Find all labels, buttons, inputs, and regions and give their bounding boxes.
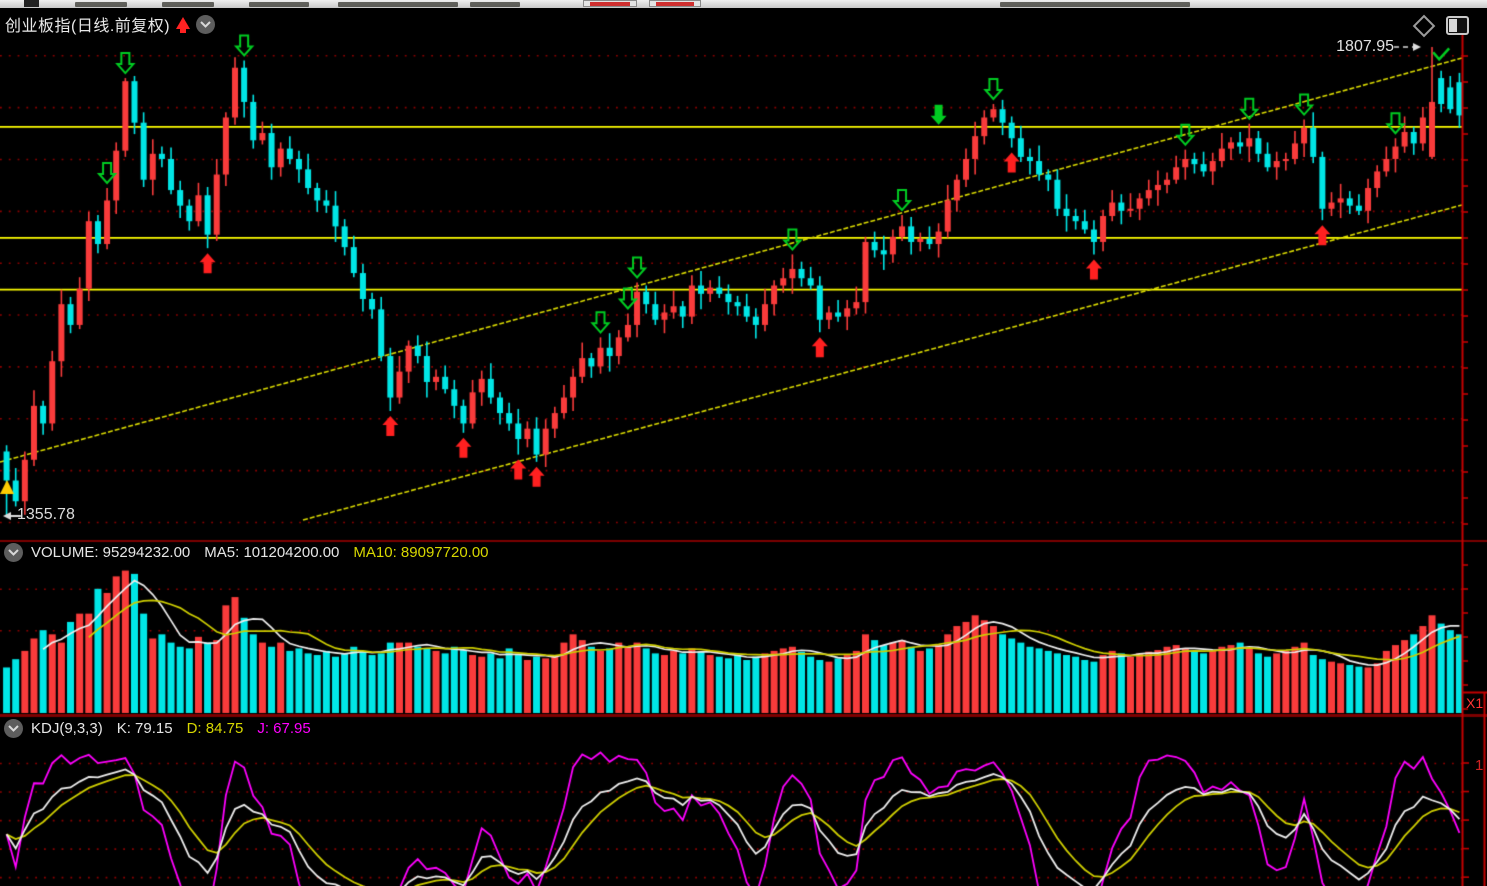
- menu-item-clipped[interactable]: [338, 2, 458, 7]
- diamond-tool-icon[interactable]: [1412, 14, 1436, 37]
- menu-alert-button[interactable]: [583, 0, 637, 7]
- menu-item-clipped[interactable]: [162, 2, 214, 7]
- volume-axis-unit-label: X1: [1466, 695, 1484, 711]
- low-price-label: 1355.78: [17, 506, 75, 523]
- menu-item-clipped[interactable]: [249, 2, 309, 7]
- menu-item-clipped[interactable]: [470, 2, 520, 7]
- chevron-down-icon: [8, 549, 19, 556]
- chart-title: 创业板指(日线.前复权): [5, 18, 171, 35]
- kdj-d-value: D: 84.75: [186, 720, 244, 737]
- app-logo-icon: [24, 0, 39, 7]
- volume-value: VOLUME: 95294232.00: [31, 544, 191, 561]
- menu-item-clipped[interactable]: [1000, 2, 1190, 7]
- kdj-indicator-name: KDJ(9,3,3): [31, 720, 103, 737]
- kdj-k-value: K: 79.15: [116, 720, 173, 737]
- menu-item-clipped[interactable]: [75, 2, 127, 7]
- panel-layout-icon[interactable]: [1446, 16, 1469, 35]
- collapse-kdj-button[interactable]: [4, 719, 23, 738]
- red-text-clipped: [590, 2, 630, 6]
- chevron-down-icon: [8, 725, 19, 732]
- volume-ma10-value: MA10: 89097720.00: [353, 544, 489, 561]
- kdj-j-value: J: 67.95: [257, 720, 311, 737]
- up-arrow-icon: [176, 17, 191, 33]
- collapse-volume-button[interactable]: [4, 543, 23, 562]
- volume-ma5-value: MA5: 101204200.00: [204, 544, 340, 561]
- kdj-axis-label: 1: [1475, 757, 1484, 774]
- menu-bar[interactable]: [0, 0, 1487, 8]
- menu-alert-button-2[interactable]: [649, 0, 701, 7]
- collapse-main-chart-button[interactable]: [196, 14, 216, 34]
- chevron-down-icon: [200, 20, 211, 28]
- red-text-clipped: [656, 2, 694, 6]
- high-price-label: 1807.95: [1336, 38, 1394, 55]
